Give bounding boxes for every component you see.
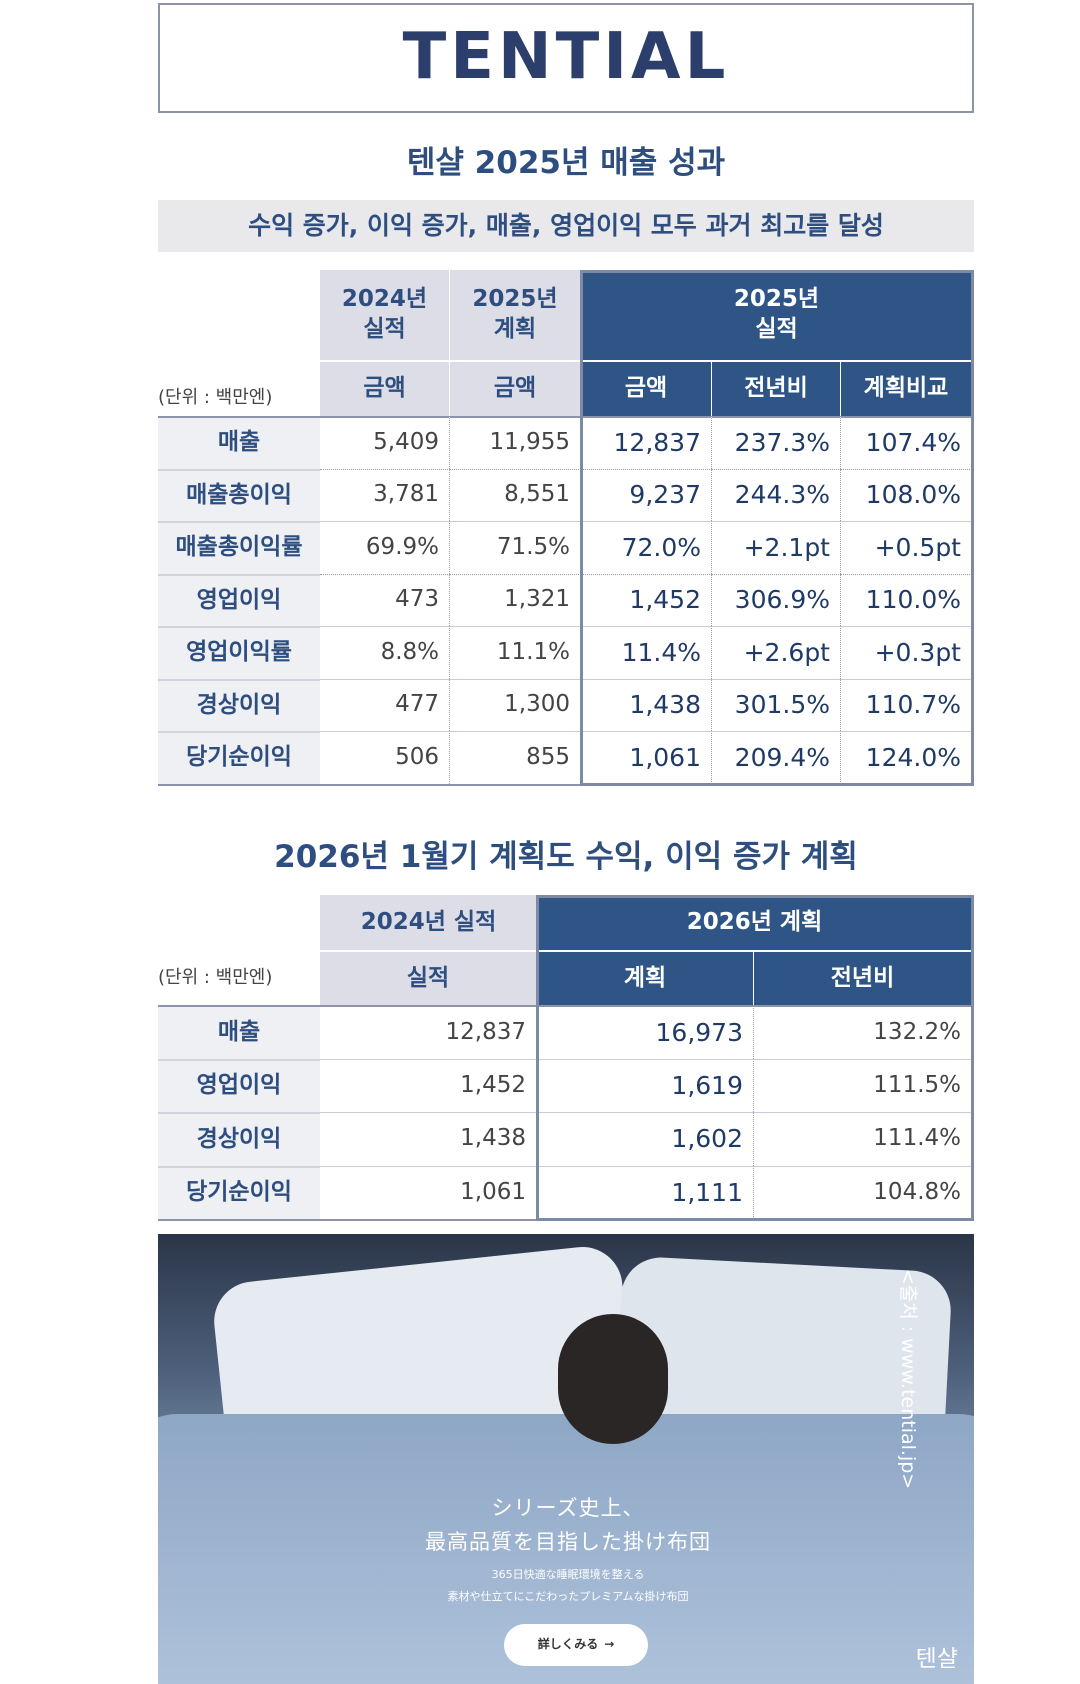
value-cell: 1,438 <box>581 678 712 731</box>
headline: 最高品質を目指した掛け布団 <box>425 1530 711 1555</box>
sub-header: 금액 <box>320 360 450 416</box>
row-label: 경상이익 <box>158 1112 320 1166</box>
value-cell: 1,602 <box>537 1112 754 1166</box>
value-cell: 110.0% <box>841 573 972 626</box>
value-cell: 11,955 <box>450 416 581 469</box>
value-cell: 12,837 <box>581 416 712 469</box>
body-text: 素材や仕立てにこだわったプレミアムな掛け布団 <box>447 1589 689 1603</box>
row-label: 영업이익 <box>158 1058 320 1112</box>
row-label: 매출 <box>158 416 320 469</box>
value-cell: 5,409 <box>320 416 450 469</box>
row-label: 영업이익 <box>158 573 320 626</box>
body-text: 365日快適な睡眠環境を整える <box>491 1567 645 1581</box>
line: 2024년 <box>341 286 428 313</box>
value-cell: 12,837 <box>320 1005 537 1059</box>
button[interactable]: 詳しくみる → <box>504 1624 648 1666</box>
value-cell: 1,438 <box>320 1112 537 1166</box>
logo: TENTIAL <box>402 20 730 95</box>
value-cell: 1,619 <box>537 1058 754 1112</box>
value-cell: 244.3% <box>712 468 841 521</box>
sub-header: 전년비 <box>712 360 841 416</box>
value-cell: 237.3% <box>712 416 841 469</box>
value-cell: 3,781 <box>320 468 450 521</box>
value-cell: 72.0% <box>581 521 712 574</box>
value-cell: 104.8% <box>754 1165 972 1219</box>
sub-header: 전년비 <box>754 950 972 1005</box>
row-label: 당기순이익 <box>158 731 320 784</box>
title2: 2026년 1월기 계획도 수익, 이익 증가 계획 <box>274 838 858 875</box>
line: 실적 <box>755 316 798 342</box>
value-cell: +2.6pt <box>712 626 841 679</box>
title: 텐샬 2025년 매출 성과 <box>406 144 726 181</box>
sub-header: 계획 <box>537 950 754 1005</box>
value-cell: 124.0% <box>841 731 972 784</box>
logo-box: TENTIAL <box>158 3 974 113</box>
value-cell: 855 <box>450 731 581 784</box>
line: 실적 <box>363 316 406 342</box>
subtitle: 수익 증가, 이익 증가, 매출, 영업이익 모두 과거 최고를 달성 <box>158 200 974 252</box>
row-label: 매출총이익 <box>158 468 320 521</box>
row-label: 매출총이익률 <box>158 521 320 574</box>
line: 계획 <box>493 316 537 342</box>
arrow-icon: → <box>604 1637 615 1652</box>
value-cell: 306.9% <box>712 573 841 626</box>
value-cell: 71.5% <box>450 521 581 574</box>
value-cell: 8.8% <box>320 626 450 679</box>
value-cell: +2.1pt <box>712 521 841 574</box>
value-cell: 1,061 <box>320 1165 537 1219</box>
value-cell: 8,551 <box>450 468 581 521</box>
highlight-frame <box>580 270 974 786</box>
sub-header: 금액 <box>581 360 712 416</box>
row-label: 당기순이익 <box>158 1165 320 1219</box>
value-cell: 107.4% <box>841 416 972 469</box>
unit-label: (단위 : 백만엔) <box>158 387 273 409</box>
photo: シリーズ史上、最高品質を目指した掛け布団 365日快適な睡眠環境を整える素材や仕立… <box>158 1234 974 1684</box>
sub-header: 금액 <box>450 360 581 416</box>
value-cell: 209.4% <box>712 731 841 784</box>
row-label: 영업이익률 <box>158 626 320 679</box>
value-cell: 111.4% <box>754 1112 972 1166</box>
row-label: 매출 <box>158 1005 320 1059</box>
value-cell: 1,452 <box>581 573 712 626</box>
value-cell: 69.9% <box>320 521 450 574</box>
value-cell: 301.5% <box>712 678 841 731</box>
sub-header: 실적 <box>320 950 537 1005</box>
value-cell: 1,321 <box>450 573 581 626</box>
value-cell: 11.1% <box>450 626 581 679</box>
headline: シリーズ史上、 <box>491 1496 645 1521</box>
header-cell: 2026년 계획 <box>537 895 972 950</box>
unit-label: (단위 : 백만엔) <box>158 966 273 988</box>
person <box>558 1314 668 1444</box>
row-label: 경상이익 <box>158 678 320 731</box>
value-cell: 108.0% <box>841 468 972 521</box>
line: 2025년 <box>733 286 820 313</box>
value-cell: 477 <box>320 678 450 731</box>
value-cell: 506 <box>320 731 450 784</box>
header-cell: 2024년 실적 <box>320 895 537 950</box>
value-cell: 111.5% <box>754 1058 972 1112</box>
value-cell: 16,973 <box>537 1005 754 1059</box>
value-cell: 1,300 <box>450 678 581 731</box>
value-cell: 1,061 <box>581 731 712 784</box>
table-rule <box>158 783 972 786</box>
value-cell: 9,237 <box>581 468 712 521</box>
highlight-frame <box>536 895 974 1221</box>
source: <출처 : www.tential.jp> <box>897 1268 920 1490</box>
value-cell: 11.4% <box>581 626 712 679</box>
value-cell: 473 <box>320 573 450 626</box>
button-label[interactable]: 詳しくみる <box>537 1637 599 1652</box>
brand: 텐샬 <box>915 1646 958 1673</box>
value-cell: 1,111 <box>537 1165 754 1219</box>
value-cell: 1,452 <box>320 1058 537 1112</box>
line: 2025년 <box>472 286 558 313</box>
